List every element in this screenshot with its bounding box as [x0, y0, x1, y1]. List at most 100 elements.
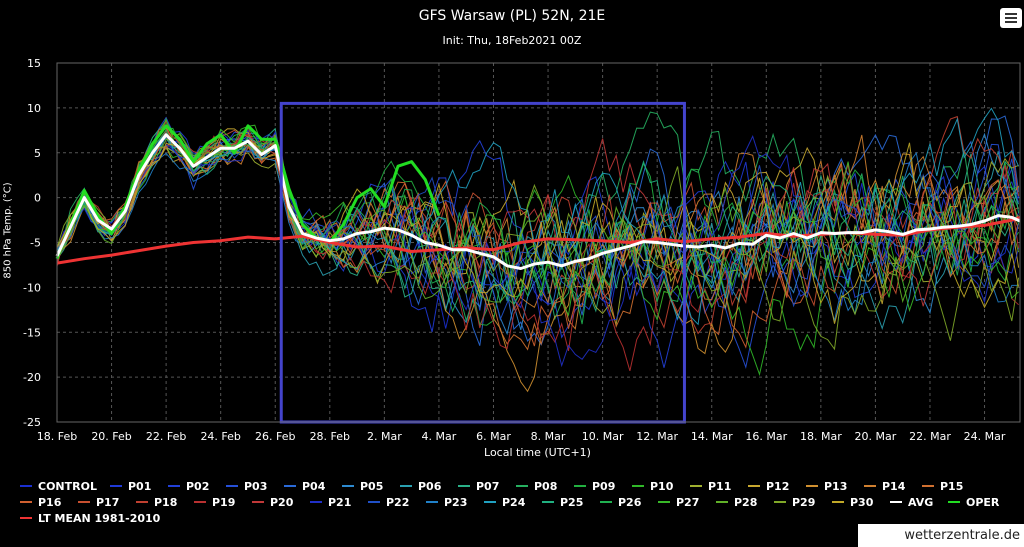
legend-swatch	[890, 501, 902, 503]
legend-swatch	[632, 485, 644, 487]
member-line-p24	[56, 107, 1020, 326]
x-tick-label: 14. Mar	[691, 430, 733, 443]
legend-item-p22[interactable]: P22	[368, 494, 426, 510]
legend-swatch	[658, 501, 670, 503]
series-line-oper	[55, 124, 441, 260]
legend-label: P27	[676, 495, 700, 509]
legend-swatch	[368, 501, 380, 503]
hamburger-menu-icon[interactable]	[1000, 8, 1022, 28]
y-tick-label: -5	[30, 237, 41, 250]
legend-item-avg[interactable]: AVG	[890, 494, 948, 510]
x-tick-label: 22. Mar	[909, 430, 951, 443]
legend-label: P23	[444, 495, 468, 509]
legend-row: CONTROL P01 P02 P03 P04 P05 P06 P07 P08 P09 P10 P11…	[20, 478, 1020, 494]
legend-label: P26	[618, 495, 642, 509]
legend-item-p08[interactable]: P08	[516, 478, 574, 494]
member-line-p10	[56, 135, 1019, 377]
legend-item-p09[interactable]: P09	[574, 478, 632, 494]
legend-swatch	[194, 501, 206, 503]
x-tick-label: 8. Mar	[531, 430, 566, 443]
legend-row: LT MEAN 1981-2010	[20, 510, 1020, 526]
x-tick-label: 16. Mar	[745, 430, 787, 443]
legend-item-p05[interactable]: P05	[342, 478, 400, 494]
legend-item-p27[interactable]: P27	[658, 494, 716, 510]
legend-item-p13[interactable]: P13	[806, 478, 864, 494]
legend-label: P11	[708, 479, 732, 493]
legend-item-p06[interactable]: P06	[400, 478, 458, 494]
legend-item-p12[interactable]: P12	[748, 478, 806, 494]
legend-label: P28	[734, 495, 758, 509]
legend-label: P24	[502, 495, 526, 509]
legend-item-p30[interactable]: P30	[832, 494, 890, 510]
legend-swatch	[748, 485, 760, 487]
y-tick-label: 15	[27, 57, 41, 70]
legend-swatch	[226, 485, 238, 487]
y-tick-label: 10	[27, 102, 41, 115]
chart-title: GFS Warsaw (PL) 52N, 21E	[418, 8, 606, 24]
legend-item-p21[interactable]: P21	[310, 494, 368, 510]
legend-swatch	[574, 485, 586, 487]
legend-swatch	[252, 501, 264, 503]
legend-label: P19	[212, 495, 236, 509]
member-line-p26	[56, 126, 1020, 325]
legend-item-oper[interactable]: OPER	[948, 494, 1006, 510]
legend-label: AVG	[908, 495, 934, 509]
legend-item-p25[interactable]: P25	[542, 494, 600, 510]
legend-swatch	[20, 485, 32, 487]
legend-item-p04[interactable]: P04	[284, 478, 342, 494]
member-line-p03	[56, 132, 1020, 370]
legend-swatch	[806, 485, 818, 487]
legend-item-p01[interactable]: P01	[110, 478, 168, 494]
legend-item-p02[interactable]: P02	[168, 478, 226, 494]
legend-swatch	[484, 501, 496, 503]
legend-label: P18	[154, 495, 178, 509]
legend-swatch	[20, 517, 32, 519]
x-tick-label: 18. Mar	[800, 430, 842, 443]
x-tick-label: 6. Mar	[476, 430, 511, 443]
member-line-p28	[56, 134, 1020, 305]
legend-label: P22	[386, 495, 410, 509]
series-line-avg	[55, 133, 1021, 270]
legend-label: P07	[476, 479, 500, 493]
legend-item-p16[interactable]: P16	[20, 494, 78, 510]
legend-item-p03[interactable]: P03	[226, 478, 284, 494]
legend-label: P17	[96, 495, 120, 509]
legend-swatch	[426, 501, 438, 503]
legend-item-p10[interactable]: P10	[632, 478, 690, 494]
y-tick-label: 5	[34, 147, 41, 160]
legend-item-p11[interactable]: P11	[690, 478, 748, 494]
legend-swatch	[690, 485, 702, 487]
legend-swatch	[400, 485, 412, 487]
legend-label: P25	[560, 495, 584, 509]
legend-item-p19[interactable]: P19	[194, 494, 252, 510]
legend-item-p26[interactable]: P26	[600, 494, 658, 510]
legend-item-p28[interactable]: P28	[716, 494, 774, 510]
site-credit: wetterzentrale.de	[858, 524, 1024, 547]
main-series	[55, 124, 1021, 270]
legend-label: P15	[940, 479, 964, 493]
legend-item-p15[interactable]: P15	[922, 478, 980, 494]
legend-item-p29[interactable]: P29	[774, 494, 832, 510]
legend-swatch	[516, 485, 528, 487]
legend-item-p14[interactable]: P14	[864, 478, 922, 494]
legend-item-p20[interactable]: P20	[252, 494, 310, 510]
legend-label: P06	[418, 479, 442, 493]
legend-item-p07[interactable]: P07	[458, 478, 516, 494]
legend-item-p17[interactable]: P17	[78, 494, 136, 510]
legend-item-p24[interactable]: P24	[484, 494, 542, 510]
legend-item-lt-mean-1981-2010[interactable]: LT MEAN 1981-2010	[20, 510, 200, 526]
legend-swatch	[284, 485, 296, 487]
member-line-p29	[56, 126, 1020, 351]
y-tick-label: 0	[34, 192, 41, 205]
legend-item-control[interactable]: CONTROL	[20, 478, 110, 494]
legend-swatch	[458, 485, 470, 487]
legend-label: P30	[850, 495, 874, 509]
legend-item-p23[interactable]: P23	[426, 494, 484, 510]
legend-label: P13	[824, 479, 848, 493]
y-axis-label: 850 hPa Temp. (°C)	[2, 182, 14, 279]
legend-item-p18[interactable]: P18	[136, 494, 194, 510]
legend-label: CONTROL	[38, 479, 97, 493]
legend-label: P03	[244, 479, 268, 493]
legend-label: P10	[650, 479, 674, 493]
